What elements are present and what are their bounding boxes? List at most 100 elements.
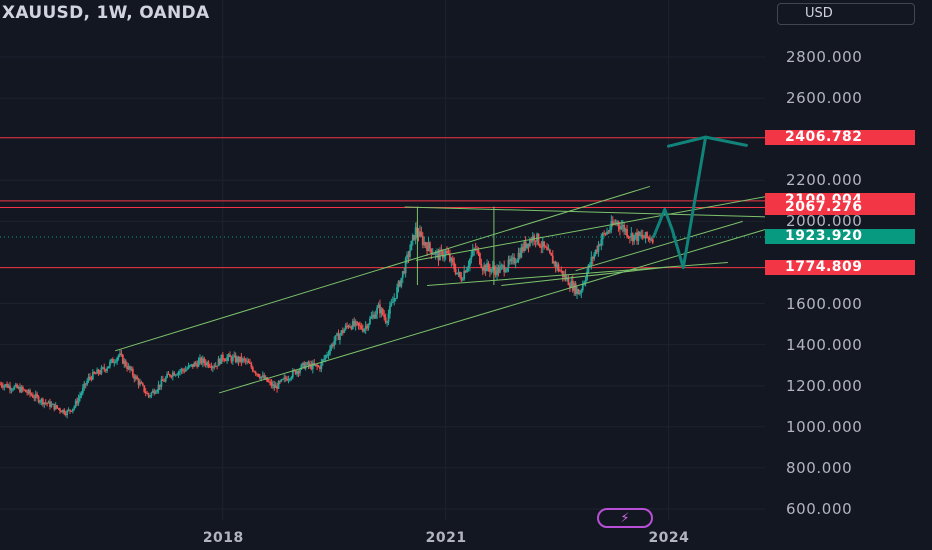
candle-body (414, 227, 417, 240)
candle-body (193, 362, 196, 368)
candle-body (241, 358, 244, 362)
trendline (114, 185, 651, 352)
candle-body (31, 395, 34, 398)
candle-body (341, 330, 344, 333)
time-tick-label: 2021 (425, 530, 467, 546)
candle-body (177, 371, 180, 375)
candle-body (410, 240, 413, 251)
candle-body (139, 382, 141, 385)
candle-body (506, 268, 508, 272)
candle-body (646, 232, 648, 238)
level-price-label: 1774.809 (765, 260, 915, 276)
candle-body (597, 244, 600, 252)
time-tick-label: 2018 (202, 530, 244, 546)
candle-body (66, 410, 69, 416)
candle-body (346, 325, 348, 327)
candle-body (370, 316, 373, 319)
projection-path (652, 135, 708, 270)
flash-button[interactable]: ⚡ (597, 508, 653, 528)
trendline (575, 220, 743, 272)
candle-body (624, 229, 627, 232)
candle-body (640, 234, 643, 236)
price-tick-label: 600.000 (786, 500, 853, 518)
candle-body (331, 344, 334, 346)
candle-body (159, 384, 161, 387)
candle-body (536, 233, 538, 242)
candle-body (450, 258, 453, 262)
candle-body (264, 377, 267, 380)
candle-body (246, 361, 248, 363)
candle-body (636, 232, 638, 241)
trendline (218, 229, 766, 394)
candle-body (541, 241, 544, 248)
candle-body (580, 290, 583, 293)
candle-body (259, 376, 261, 379)
candle-body (413, 235, 416, 240)
candle-body (607, 231, 610, 233)
candle-body (574, 283, 577, 295)
candle-body (51, 403, 54, 405)
trendline (415, 196, 766, 261)
candle-body (614, 222, 617, 224)
candle-body (36, 394, 39, 397)
candle-body (171, 372, 174, 377)
candle-body (89, 376, 91, 378)
candle-body (618, 225, 621, 230)
candle-body (34, 394, 37, 399)
candle-body (537, 233, 540, 245)
candle-body (114, 361, 117, 363)
candle-body (221, 354, 224, 360)
price-tick-label: 1400.000 (786, 335, 863, 354)
candle-body (343, 329, 346, 333)
candle-body (251, 367, 254, 372)
candle-body (470, 255, 473, 260)
candle-body (534, 240, 537, 242)
candle-body (587, 264, 590, 272)
candle-body (550, 253, 553, 256)
candle-body (227, 354, 230, 358)
candle-body (521, 247, 524, 251)
candle-body (126, 366, 129, 369)
candle-body (223, 359, 226, 361)
candle-body (43, 402, 46, 405)
candle-body (247, 361, 250, 363)
candle-body (443, 255, 446, 258)
candle-body (150, 392, 153, 396)
candle-body (277, 381, 280, 389)
currency-button[interactable]: USD (777, 3, 915, 25)
candle-body (411, 235, 414, 241)
candle-body (26, 392, 29, 394)
candle-body (576, 289, 578, 295)
candle-body (611, 221, 614, 225)
candle-body (187, 365, 190, 369)
candle-body (490, 269, 493, 272)
candle-body (400, 277, 403, 287)
candle-body (494, 269, 497, 276)
candles (0, 215, 654, 419)
candle-body (423, 242, 426, 245)
candle-body (104, 369, 107, 371)
candle-body (266, 377, 268, 382)
candle-body (409, 250, 411, 257)
candle-body (230, 356, 233, 362)
candle-body (377, 304, 380, 308)
price-tick-label: 1200.000 (786, 376, 863, 395)
candle-body (387, 313, 390, 322)
candle-body (546, 247, 548, 250)
candle-body (79, 395, 81, 398)
candle-body (334, 335, 337, 341)
candle-body (357, 322, 360, 326)
candle-body (499, 266, 501, 273)
candle-body (301, 362, 304, 365)
candle-body (87, 376, 90, 381)
candle-body (620, 226, 623, 230)
candle-body (3, 385, 6, 388)
candle-body (189, 365, 191, 367)
candle-body (149, 395, 151, 397)
candle-body (606, 231, 608, 235)
candle-body (367, 324, 370, 329)
candle-body (41, 398, 44, 405)
candle-body (538, 244, 541, 247)
candle-body (13, 386, 16, 390)
